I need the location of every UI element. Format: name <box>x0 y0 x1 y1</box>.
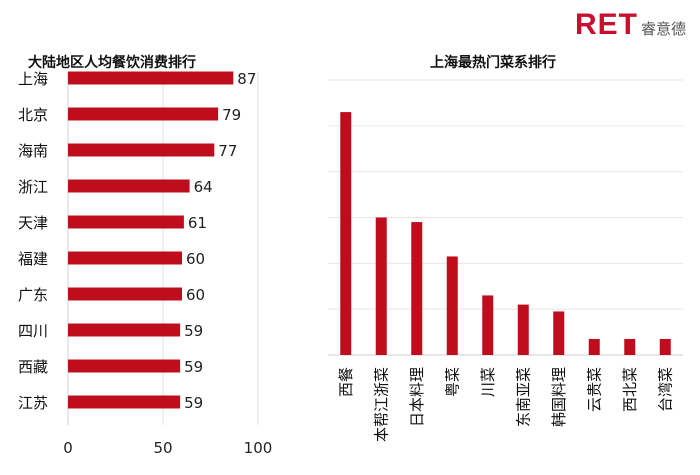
right-bar <box>553 311 565 355</box>
left-data-label: 77 <box>218 142 237 160</box>
left-data-label: 59 <box>184 322 203 340</box>
right-category-label: 韩国料理 <box>550 367 568 427</box>
left-x-tick-label: 50 <box>153 439 172 457</box>
right-bar <box>375 217 387 355</box>
left-bar <box>68 395 181 409</box>
right-category-label: 东南亚菜 <box>514 367 532 427</box>
right-bar <box>517 304 529 355</box>
right-bar <box>624 338 636 355</box>
right-bar <box>659 338 671 355</box>
left-category-label: 西藏 <box>18 358 48 376</box>
right-bar <box>340 112 352 355</box>
right-bar <box>446 256 458 355</box>
right-category-label: 台湾菜 <box>656 367 674 412</box>
left-bar <box>68 251 182 265</box>
right-bar <box>411 222 423 355</box>
left-category-label: 福建 <box>18 250 48 268</box>
right-chart-title: 上海最热门菜系排行 <box>430 55 556 71</box>
left-bar <box>68 71 234 85</box>
left-category-label: 江苏 <box>18 394 48 412</box>
right-category-label: 粤菜 <box>443 367 461 397</box>
left-bar <box>68 179 190 193</box>
left-data-label: 59 <box>184 394 203 412</box>
right-category-label: 西北菜 <box>621 367 639 412</box>
left-data-label: 61 <box>188 214 207 232</box>
left-category-label: 北京 <box>18 106 48 124</box>
right-category-label: 云贵菜 <box>585 367 603 412</box>
left-category-label: 广东 <box>18 286 48 304</box>
left-data-label: 60 <box>186 250 205 268</box>
left-x-tick-label: 100 <box>244 439 273 457</box>
logo-text: 睿意德 <box>641 20 687 38</box>
right-bar <box>482 295 494 355</box>
left-bar <box>68 359 181 373</box>
left-category-label: 浙江 <box>18 178 48 196</box>
left-bar <box>68 287 182 301</box>
right-category-label: 本帮江浙菜 <box>372 367 390 442</box>
right-category-label: 日本料理 <box>408 367 426 427</box>
left-category-label: 上海 <box>18 70 48 88</box>
right-bar <box>588 338 600 355</box>
left-chart-title: 大陆地区人均餐饮消费排行 <box>28 55 196 71</box>
right-category-label: 西餐 <box>337 367 355 397</box>
left-category-label: 四川 <box>18 322 48 340</box>
left-bar <box>68 107 219 121</box>
logo-mark: RET <box>575 8 638 41</box>
left-category-label: 天津 <box>18 214 48 232</box>
left-data-label: 87 <box>237 70 256 88</box>
brand-logo: RET 睿意德 <box>575 8 693 42</box>
left-data-label: 79 <box>222 106 241 124</box>
left-data-label: 64 <box>194 178 213 196</box>
left-bar <box>68 323 181 337</box>
left-category-label: 海南 <box>18 142 48 160</box>
right-category-label: 川菜 <box>479 367 497 397</box>
left-data-label: 60 <box>186 286 205 304</box>
left-x-tick-label: 0 <box>63 439 73 457</box>
left-data-label: 59 <box>184 358 203 376</box>
left-bar <box>68 143 215 157</box>
left-bar <box>68 215 184 229</box>
